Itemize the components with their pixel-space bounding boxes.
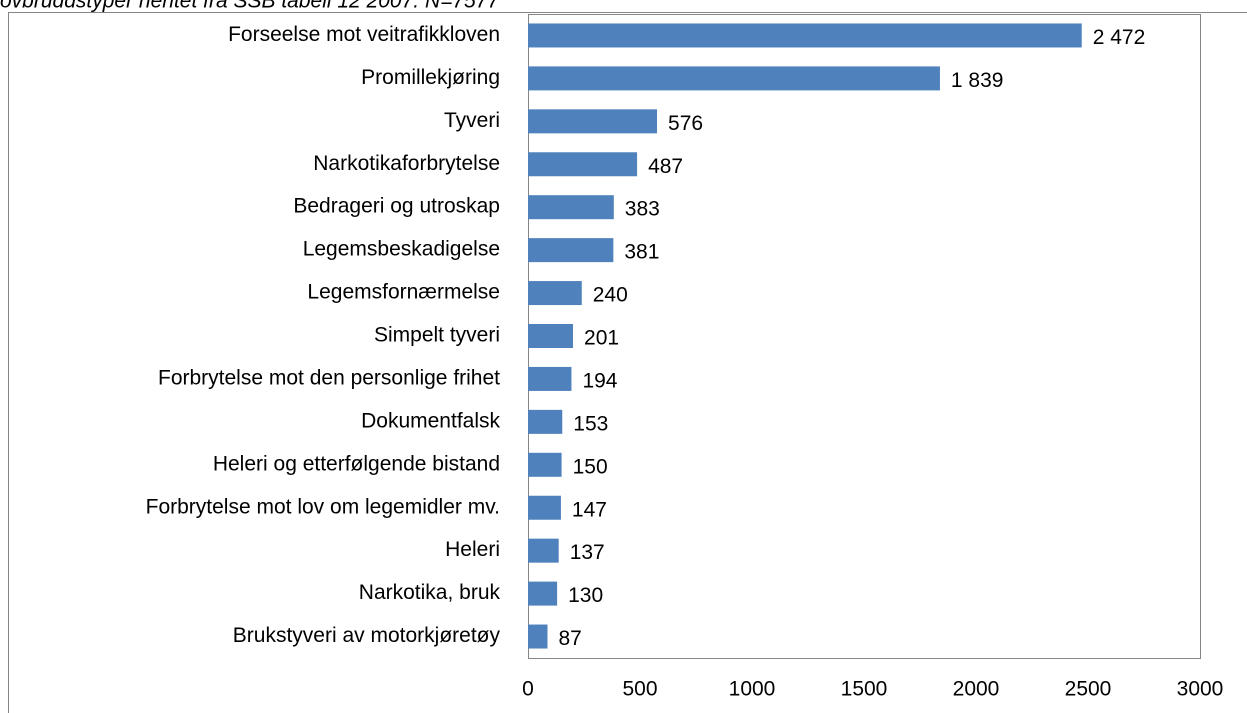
- bar: [528, 109, 658, 134]
- x-tick-label: 0: [522, 678, 534, 701]
- y-tick-label: Heleri: [445, 538, 500, 561]
- bar: [528, 366, 572, 391]
- data-label: 130: [568, 584, 603, 607]
- y-tick-label: Dokumentfalsk: [361, 409, 500, 432]
- data-label: 381: [624, 241, 659, 264]
- y-tick-label: Heleri og etterfølgende bistand: [213, 452, 500, 475]
- y-tick-label: Legemsbeskadigelse: [303, 238, 500, 261]
- chart-title: ovbruddstyper hentet fra SSB tabell 12 2…: [0, 0, 500, 13]
- bar: [528, 23, 1082, 48]
- data-label: 487: [648, 155, 683, 178]
- bar: [528, 281, 582, 306]
- data-label: 147: [572, 498, 607, 521]
- y-tick-label: Bedrageri og utroskap: [293, 195, 500, 218]
- bar: [528, 324, 574, 348]
- bar: [528, 238, 614, 263]
- data-label: 150: [573, 455, 608, 478]
- bar: [528, 538, 559, 563]
- x-tick-label: 1000: [729, 678, 776, 701]
- x-tick-label: 500: [622, 678, 657, 701]
- bar: [528, 624, 548, 649]
- data-label: 383: [625, 198, 660, 221]
- y-tick-label: Forseelse mot veitrafikkloven: [228, 23, 500, 46]
- y-tick-label: Brukstyveri av motorkjøretøy: [233, 624, 501, 647]
- bar: [528, 409, 563, 434]
- data-label: 153: [573, 412, 608, 435]
- x-tick-label: 1500: [841, 678, 888, 701]
- y-tick-label: Narkotika, bruk: [359, 581, 501, 604]
- bar: [528, 66, 940, 91]
- data-label: 137: [570, 541, 605, 564]
- y-tick-label: Simpelt tyveri: [374, 324, 500, 347]
- bar: [528, 452, 562, 477]
- x-tick-label: 2000: [953, 678, 1000, 701]
- data-label: 2 472: [1093, 26, 1146, 49]
- chart-frame: [8, 12, 1247, 713]
- y-tick-label: Narkotikaforbrytelse: [313, 152, 500, 175]
- y-tick-label: Promillekjøring: [361, 66, 500, 89]
- bar: [528, 581, 558, 606]
- data-label: 194: [582, 369, 617, 392]
- bar: [528, 495, 561, 520]
- data-label: 576: [668, 112, 703, 135]
- title-background: [0, 0, 1247, 10]
- data-label: 1 839: [951, 69, 1004, 92]
- data-label: 240: [593, 284, 628, 307]
- y-tick-label: Tyveri: [444, 109, 500, 132]
- data-label: 201: [584, 327, 619, 350]
- bar: [528, 195, 614, 220]
- data-label: 87: [558, 627, 581, 650]
- y-tick-label: Forbrytelse mot den personlige frihet: [158, 366, 500, 389]
- x-tick-label: 3000: [1177, 678, 1224, 701]
- y-tick-label: Forbrytelse mot lov om legemidler mv.: [146, 495, 500, 518]
- x-tick-label: 2500: [1065, 678, 1112, 701]
- bar: [528, 152, 638, 177]
- y-tick-label: Legemsfornærmelse: [307, 281, 500, 304]
